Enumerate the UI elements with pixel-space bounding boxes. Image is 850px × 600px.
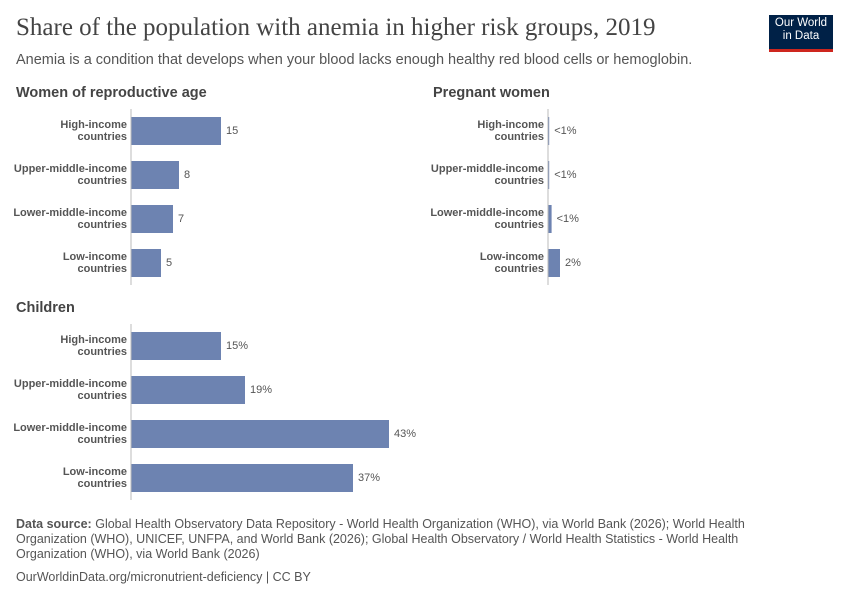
bar bbox=[548, 249, 560, 277]
bar bbox=[548, 161, 550, 189]
bar bbox=[131, 376, 245, 404]
category-label: High-income countries bbox=[477, 119, 544, 143]
category-label: Upper-middle-income countries bbox=[431, 163, 544, 187]
category-label: High-income countries bbox=[60, 119, 127, 143]
logo[interactable]: Our World in Data bbox=[769, 15, 833, 52]
value-label: 5 bbox=[166, 257, 172, 269]
bar bbox=[131, 117, 221, 145]
chart-title: Pregnant women bbox=[433, 85, 550, 101]
value-label: 43% bbox=[394, 428, 416, 440]
source-text: Global Health Observatory Data Repositor… bbox=[16, 517, 745, 561]
value-label: 37% bbox=[358, 472, 380, 484]
bar bbox=[131, 161, 179, 189]
bar bbox=[131, 332, 221, 360]
value-label: 15% bbox=[226, 340, 248, 352]
bar bbox=[131, 249, 161, 277]
title: Share of the population with anemia in h… bbox=[16, 14, 656, 41]
category-label: Lower-middle-income countries bbox=[430, 207, 544, 231]
bar bbox=[131, 464, 353, 492]
bar bbox=[548, 205, 552, 233]
bar bbox=[131, 420, 389, 448]
category-label: Lower-middle-income countries bbox=[13, 207, 127, 231]
chart-title: Children bbox=[16, 300, 75, 316]
value-label: 2% bbox=[565, 257, 581, 269]
subtitle: Anemia is a condition that develops when… bbox=[16, 52, 693, 68]
category-label: Low-income countries bbox=[63, 251, 127, 275]
source-label: Data source: bbox=[16, 517, 92, 531]
value-label: 8 bbox=[184, 169, 190, 181]
category-label: Upper-middle-income countries bbox=[14, 163, 127, 187]
source: Data source: Global Health Observatory D… bbox=[16, 517, 806, 562]
category-label: Upper-middle-income countries bbox=[14, 378, 127, 402]
value-label: 15 bbox=[226, 125, 238, 137]
url[interactable]: OurWorldinData.org/micronutrient-deficie… bbox=[16, 570, 311, 584]
bar bbox=[548, 117, 550, 145]
logo-line: Our World bbox=[774, 17, 828, 29]
category-label: High-income countries bbox=[60, 334, 127, 358]
chart-title: Women of reproductive age bbox=[16, 85, 207, 101]
category-label: Low-income countries bbox=[63, 466, 127, 490]
category-label: Low-income countries bbox=[480, 251, 544, 275]
value-label: <1% bbox=[554, 169, 577, 181]
value-label: 19% bbox=[250, 384, 272, 396]
value-label: 7 bbox=[178, 213, 184, 225]
logo-line: in Data bbox=[782, 30, 820, 42]
value-label: <1% bbox=[557, 213, 580, 225]
bar bbox=[131, 205, 173, 233]
value-label: <1% bbox=[554, 125, 577, 137]
category-label: Lower-middle-income countries bbox=[13, 422, 127, 446]
